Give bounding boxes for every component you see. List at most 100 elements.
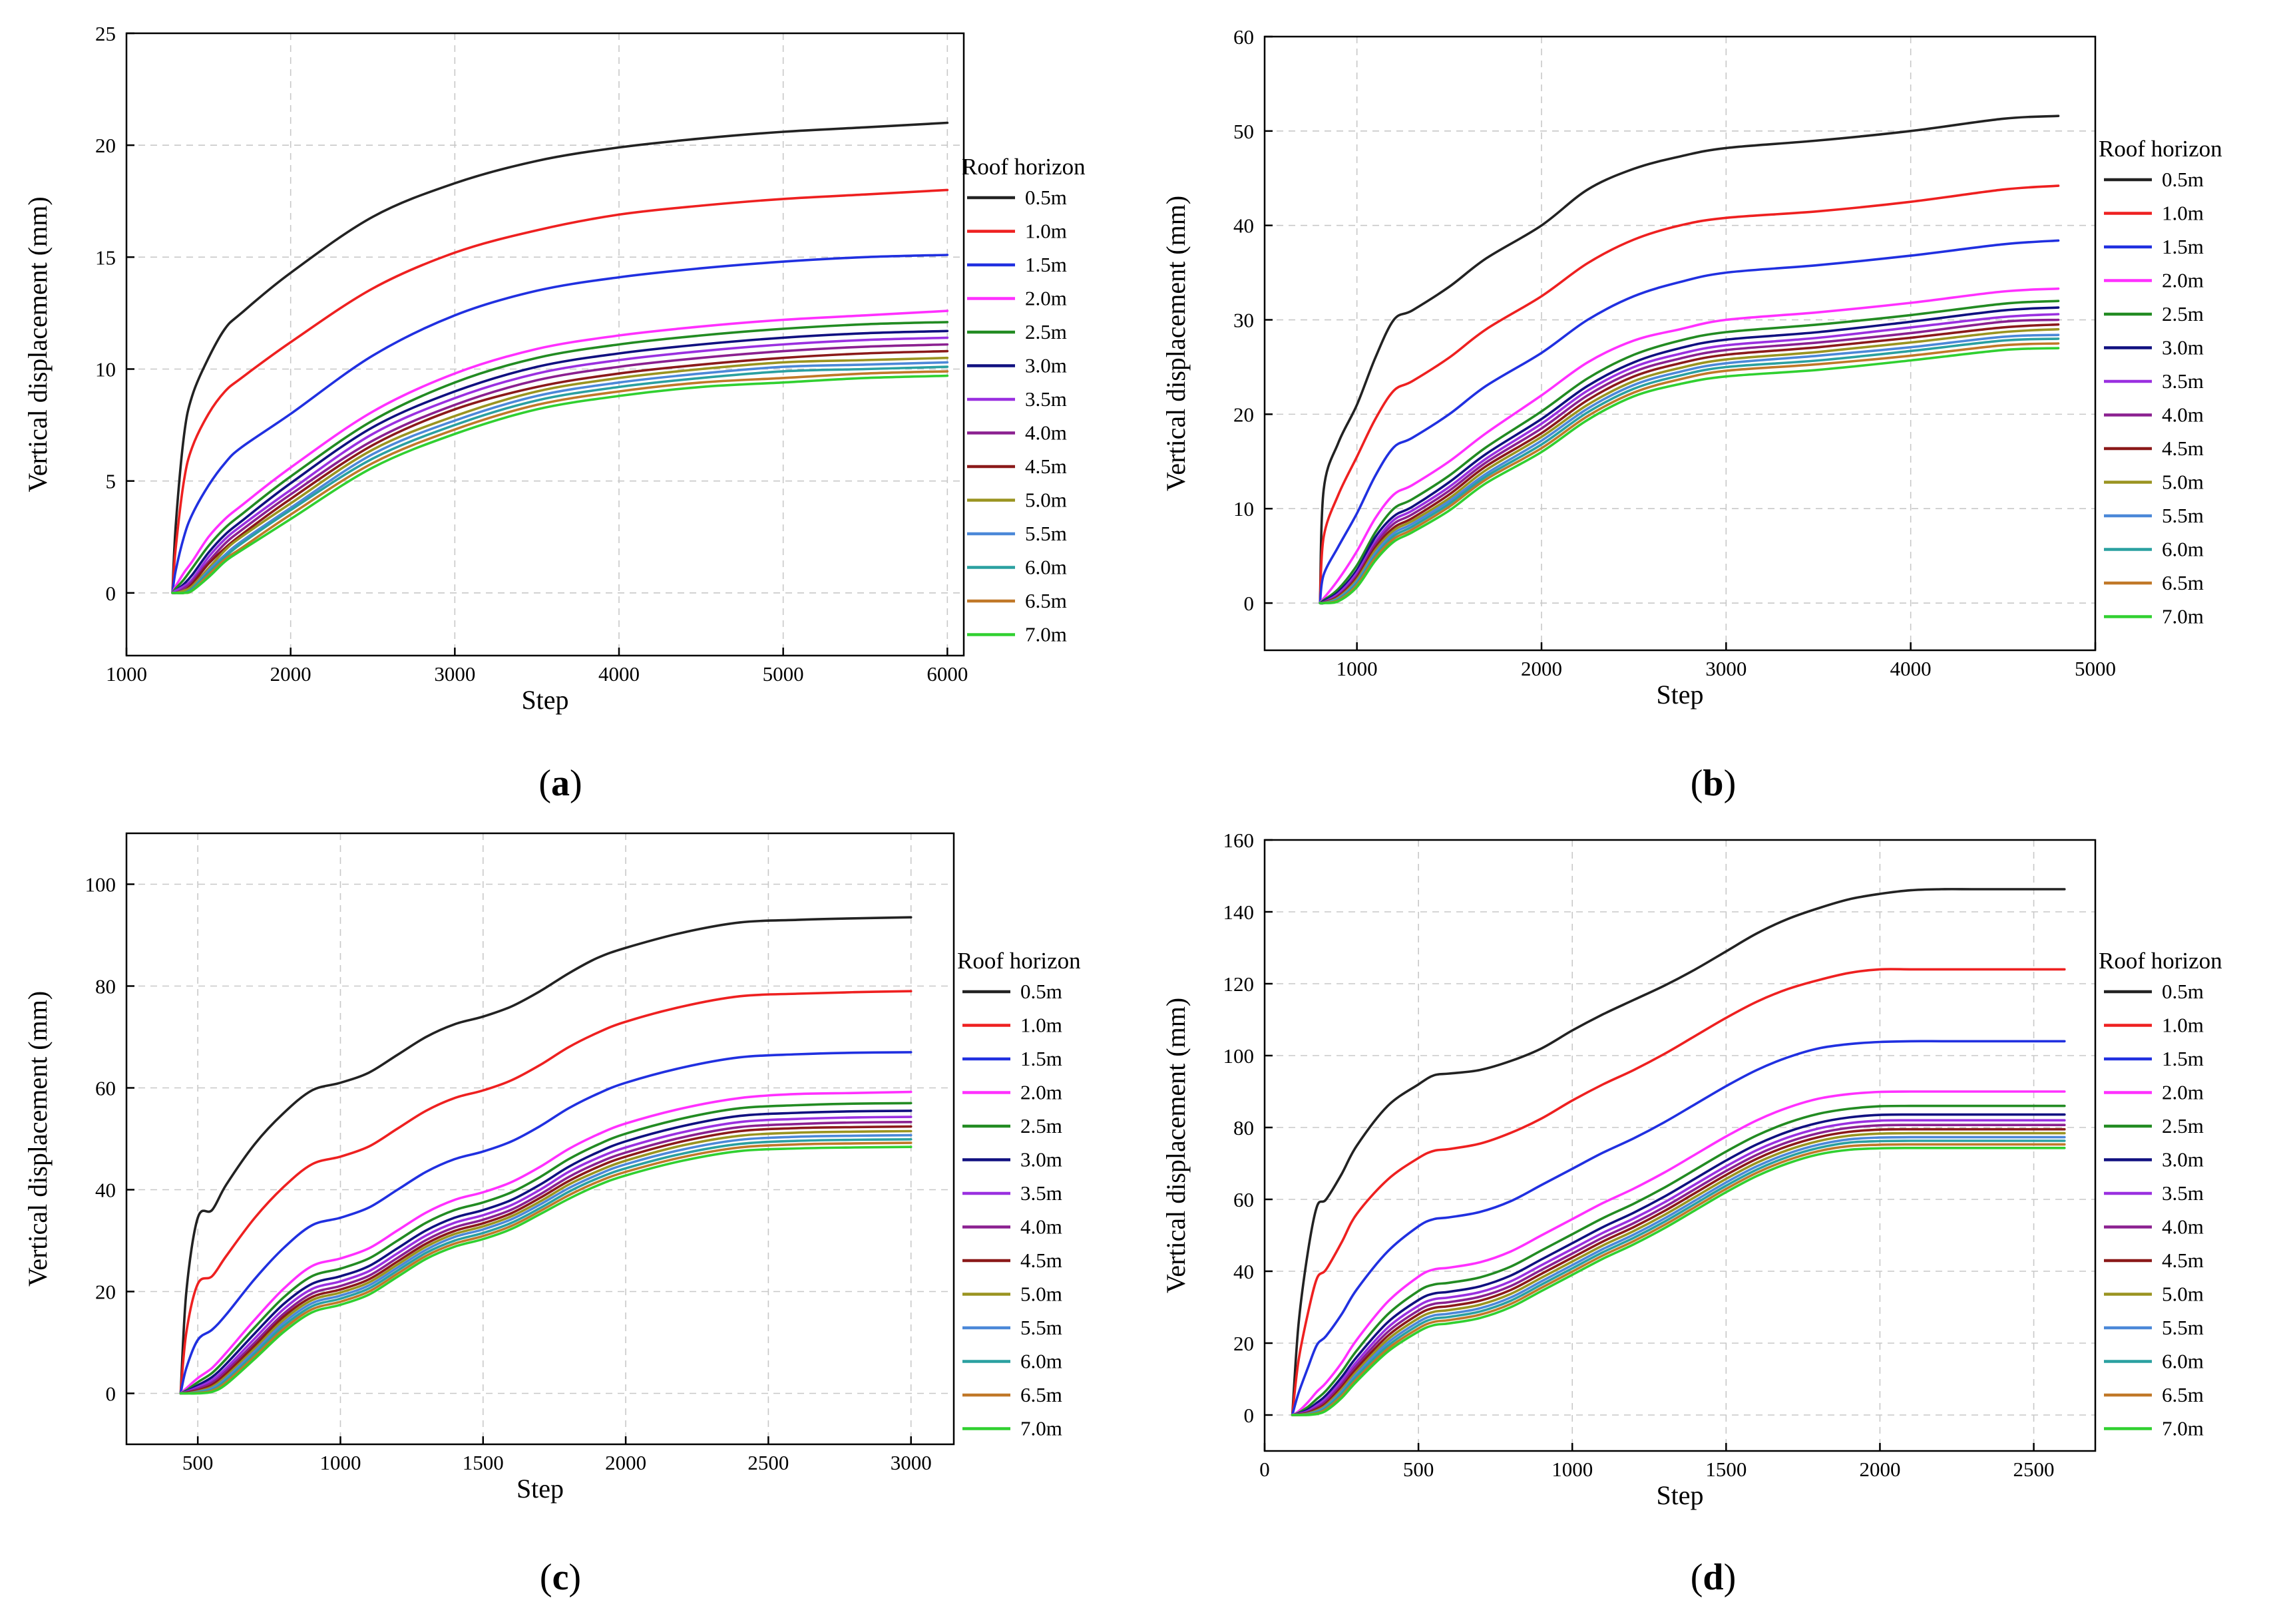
series-line-3.5m bbox=[171, 336, 949, 594]
x-tick-label: 1500 bbox=[1705, 1458, 1747, 1481]
series-line-2.5m bbox=[1319, 300, 2060, 604]
legend-label: 1.0m bbox=[2162, 1014, 2204, 1037]
series-line-5.5m bbox=[179, 1133, 913, 1395]
legend-label: 1.5m bbox=[1025, 253, 1067, 276]
legend-label: 1.0m bbox=[1025, 220, 1067, 243]
x-axis-label: Step bbox=[1656, 1480, 1703, 1510]
x-axis-label: Step bbox=[521, 685, 568, 715]
plot-frame bbox=[125, 32, 965, 657]
x-tick-label: 3000 bbox=[891, 1451, 932, 1474]
legend-label: 0.5m bbox=[2162, 168, 2204, 191]
x-tick-label: 1000 bbox=[1337, 657, 1378, 680]
series-line-2.5m bbox=[179, 1102, 913, 1395]
legend-label: 5.5m bbox=[1025, 522, 1067, 545]
legend-label: 2.5m bbox=[1020, 1114, 1062, 1137]
chart-panel-b: 1000 2000 3000 4000 5000 0 10 20 30 40 50 60 Step Ver… bbox=[1161, 25, 2222, 804]
legend-label: 5.5m bbox=[2162, 1316, 2204, 1339]
legend-label: 7.0m bbox=[1020, 1417, 1062, 1440]
legend: Roof horizon 0.5m 1.0m 1.5m 2.0m 2.5m 3.0m 3.5m… bbox=[957, 948, 1081, 1440]
legend-label: 5.0m bbox=[1025, 489, 1067, 512]
y-tick-label: 100 bbox=[1223, 1044, 1255, 1068]
series-line-5.0m bbox=[1291, 1131, 2066, 1416]
series-group bbox=[1291, 888, 2066, 1416]
y-tick-label: 80 bbox=[1233, 1116, 1254, 1139]
x-tick-label: 2000 bbox=[605, 1451, 646, 1474]
x-tick-label: 2500 bbox=[2013, 1458, 2055, 1481]
legend-label: 3.0m bbox=[1025, 354, 1067, 377]
y-axis-label: Vertical displacement (mm) bbox=[23, 991, 53, 1287]
legend-label: 5.5m bbox=[2162, 504, 2204, 527]
y-tick-label: 20 bbox=[95, 1281, 116, 1304]
y-tick-label: 120 bbox=[1223, 972, 1255, 996]
x-tick-label: 4000 bbox=[1890, 657, 1932, 680]
legend-label: 4.5m bbox=[1025, 455, 1067, 478]
legend-label: 0.5m bbox=[1025, 186, 1067, 209]
legend-label: 4.0m bbox=[1025, 421, 1067, 445]
legend-title: Roof horizon bbox=[957, 948, 1081, 974]
x-tick-label: 1000 bbox=[106, 662, 147, 686]
legend-label: 5.5m bbox=[1020, 1316, 1062, 1339]
series-line-7.0m bbox=[1319, 347, 2060, 605]
series-line-5.5m bbox=[1319, 333, 2060, 605]
series-line-4.0m bbox=[1291, 1123, 2066, 1416]
series-line-1.0m bbox=[1291, 968, 2066, 1416]
series-group bbox=[171, 121, 949, 595]
legend-label: 6.0m bbox=[2162, 1350, 2204, 1373]
legend-label: 5.0m bbox=[1020, 1283, 1062, 1306]
chart-panel-c: 500 1000 1500 2000 2500 3000 0 20 40 60 80 100 Step V… bbox=[23, 832, 1081, 1598]
legend-label: 3.0m bbox=[2162, 1148, 2204, 1171]
x-tick-label: 500 bbox=[1403, 1458, 1434, 1481]
series-line-4.5m bbox=[1291, 1127, 2066, 1416]
y-tick-label: 40 bbox=[1233, 214, 1254, 238]
panel-label: (b) bbox=[1691, 763, 1736, 804]
y-tick-label: 20 bbox=[1233, 403, 1254, 426]
series-line-1.0m bbox=[179, 990, 913, 1395]
y-tick-label: 30 bbox=[1233, 309, 1254, 332]
legend-label: 6.0m bbox=[2162, 538, 2204, 561]
legend: Roof horizon 0.5m 1.0m 1.5m 2.0m 2.5m 3.0m 3.5m… bbox=[2099, 136, 2222, 628]
legend-label: 4.0m bbox=[1020, 1215, 1062, 1239]
y-axis-label: Vertical displacement (mm) bbox=[23, 196, 53, 492]
y-tick-label: 40 bbox=[95, 1179, 116, 1202]
series-line-0.5m bbox=[1319, 114, 2060, 604]
y-tick-label: 140 bbox=[1223, 901, 1255, 924]
x-tick-label: 500 bbox=[182, 1451, 214, 1474]
legend-title: Roof horizon bbox=[962, 154, 1086, 180]
panel-label: (d) bbox=[1691, 1557, 1736, 1598]
series-line-3.0m bbox=[1291, 1113, 2066, 1416]
y-tick-label: 25 bbox=[95, 22, 116, 45]
series-line-3.0m bbox=[1319, 306, 2060, 604]
x-axis-label: Step bbox=[1656, 680, 1703, 710]
y-tick-label: 0 bbox=[106, 1382, 116, 1406]
y-tick-label: 60 bbox=[95, 1077, 116, 1100]
series-line-5.0m bbox=[171, 356, 949, 594]
legend-label: 3.5m bbox=[1020, 1181, 1062, 1205]
series-line-6.0m bbox=[179, 1138, 913, 1395]
legend-label: 3.0m bbox=[1020, 1148, 1062, 1171]
series-line-7.0m bbox=[179, 1145, 913, 1395]
series-line-6.5m bbox=[179, 1141, 913, 1395]
y-tick-label: 5 bbox=[106, 470, 116, 493]
series-line-1.0m bbox=[1319, 184, 2060, 604]
series-line-6.0m bbox=[1291, 1139, 2066, 1416]
legend-label: 4.5m bbox=[1020, 1249, 1062, 1272]
x-tick-label: 1500 bbox=[463, 1451, 504, 1474]
series-line-0.5m bbox=[1291, 888, 2066, 1416]
y-tick-label: 60 bbox=[1233, 1188, 1254, 1211]
legend: Roof horizon 0.5m 1.0m 1.5m 2.0m 2.5m 3.0m 3.5m… bbox=[2099, 948, 2222, 1440]
legend-label: 2.5m bbox=[2162, 302, 2204, 325]
x-axis-label: Step bbox=[516, 1474, 564, 1504]
series-line-7.0m bbox=[171, 374, 949, 594]
series-line-2.0m bbox=[171, 309, 949, 594]
series-line-3.5m bbox=[1291, 1119, 2066, 1416]
x-tick-label: 1000 bbox=[319, 1451, 361, 1474]
series-line-1.5m bbox=[1319, 239, 2060, 604]
legend-label: 1.5m bbox=[1020, 1047, 1062, 1070]
plot-frame bbox=[1263, 35, 2097, 652]
x-tick-label: 4000 bbox=[598, 662, 640, 686]
y-axis-label: Vertical displacement (mm) bbox=[1161, 196, 1191, 491]
legend-label: 2.5m bbox=[1025, 320, 1067, 343]
x-tick-label: 2000 bbox=[270, 662, 311, 686]
legend-label: 6.5m bbox=[2162, 1383, 2204, 1406]
